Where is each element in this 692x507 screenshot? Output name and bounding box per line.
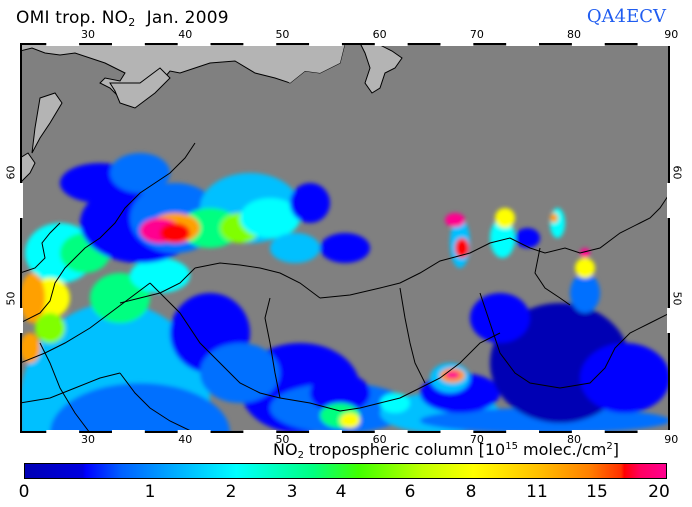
country-borders — [20, 142, 670, 433]
colorbar-tick-2: 2 — [225, 482, 237, 502]
water-bodies — [20, 43, 403, 184]
lon-tick-50: 50 — [275, 28, 290, 41]
colorbar-tick-6: 6 — [404, 482, 416, 502]
latitude-tick-left-50: 50 — [4, 291, 18, 306]
colorbar — [24, 463, 667, 479]
latitude-tick-right-50: 50 — [670, 291, 684, 306]
colorbar-tick-1: 1 — [144, 482, 156, 502]
map-title: OMI trop. NO2 Jan. 2009 — [16, 8, 229, 29]
brand-label: QA4ECV — [586, 6, 666, 27]
lon-tick-60: 60 — [372, 433, 387, 446]
latitude-tick-left-60: 60 — [4, 165, 18, 180]
colorbar-tick-3: 3 — [286, 482, 298, 502]
lon-tick-70: 70 — [469, 433, 484, 446]
colorbar-tick-0: 0 — [18, 482, 30, 502]
colorbar-tick-8: 8 — [465, 482, 477, 502]
lon-tick-60: 60 — [372, 28, 387, 41]
no2-map — [20, 43, 670, 433]
lon-tick-30: 30 — [81, 28, 96, 41]
colorbar-tick-20: 20 — [648, 482, 670, 502]
lon-tick-50: 50 — [275, 433, 290, 446]
lon-tick-40: 40 — [178, 28, 193, 41]
lon-tick-80: 80 — [567, 28, 582, 41]
colorbar-tick-11: 11 — [526, 482, 548, 502]
colorbar-gradient — [25, 464, 666, 478]
lon-tick-90: 90 — [664, 28, 679, 41]
lon-tick-80: 80 — [567, 433, 582, 446]
colorbar-label: NO2 tropospheric column [1015 molec./cm2… — [273, 440, 619, 461]
latitude-tick-right-60: 60 — [670, 165, 684, 180]
colorbar-tick-15: 15 — [586, 482, 608, 502]
lon-tick-90: 90 — [664, 433, 679, 446]
colorbar-tick-4: 4 — [335, 482, 347, 502]
lon-tick-70: 70 — [469, 28, 484, 41]
lon-tick-30: 30 — [81, 433, 96, 446]
lon-tick-40: 40 — [178, 433, 193, 446]
